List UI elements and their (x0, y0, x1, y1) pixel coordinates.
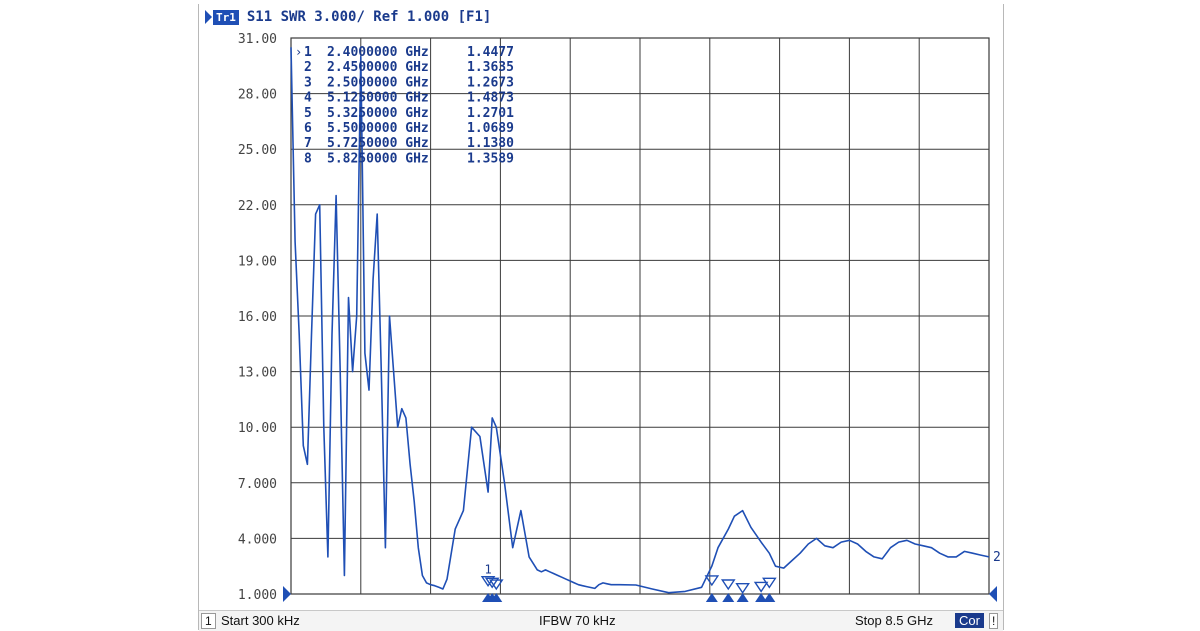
y-tick-label: 7.000 (238, 477, 277, 492)
marker-axis-indicator (763, 593, 776, 602)
marker-readout-index: 7 (304, 136, 312, 151)
marker-axis-indicator (736, 593, 749, 602)
marker-readout-value: 1.1380 (467, 136, 514, 151)
trace-header: Tr1 S11 SWR 3.000/ Ref 1.000 [F1] (205, 7, 491, 27)
y-tick-label: 25.00 (238, 143, 277, 158)
start-frequency[interactable]: Start 300 kHz (221, 613, 300, 628)
marker-readout-frequency: 5.8250000 GHz (327, 151, 429, 166)
y-tick-label: 1.000 (238, 588, 277, 603)
marker-readout-value: 1.3589 (467, 151, 514, 166)
trace-selector[interactable]: Tr1 (205, 9, 239, 25)
marker-triangle (735, 583, 750, 594)
marker-triangle (488, 579, 504, 591)
y-tick-label: 10.00 (238, 421, 277, 436)
marker-triangle (753, 581, 769, 593)
marker-readout-value: 1.0689 (467, 121, 514, 136)
marker-readout-value: 1.2701 (467, 106, 514, 121)
trace-label: Tr1 (213, 9, 239, 25)
correction-badge: Cor (955, 613, 984, 628)
stop-frequency[interactable]: Stop 8.5 GHz (855, 613, 934, 628)
marker-triangle (720, 579, 736, 591)
marker-readout-index: 6 (304, 121, 312, 136)
marker-readout-index: 3 (304, 75, 312, 90)
warning-indicator: ! (989, 613, 999, 629)
marker-triangle (762, 577, 777, 589)
y-tick-label: 4.000 (238, 532, 277, 547)
marker-readout-value: 1.3635 (467, 60, 514, 75)
active-trace-arrow-icon (205, 10, 212, 24)
marker-readout-frequency: 5.5000000 GHz (327, 121, 429, 136)
marker-readout-index: 5 (304, 106, 312, 121)
marker-triangle (484, 577, 500, 589)
marker-readout-frequency: 5.1250000 GHz (327, 91, 429, 106)
marker-readout-index: 4 (304, 91, 312, 106)
trace-end-label: 2 (993, 550, 1001, 565)
marker-readout-value: 1.4477 (467, 45, 514, 60)
y-tick-label: 13.00 (238, 366, 277, 381)
marker-number-label: 1 (484, 563, 491, 577)
y-tick-label: 31.00 (238, 32, 277, 47)
marker-readout-index: 2 (304, 60, 312, 75)
marker-triangle (704, 575, 720, 587)
marker-readout-frequency: 2.5000000 GHz (327, 75, 429, 90)
reference-level-arrow-left (283, 586, 291, 602)
ifbw-setting[interactable]: IFBW 70 kHz (539, 613, 616, 628)
y-tick-label: 22.00 (238, 199, 277, 214)
marker-readout-index: 1 (304, 45, 312, 60)
swr-trace-line (290, 47, 990, 594)
active-marker-indicator: › (295, 45, 302, 59)
y-tick-label: 16.00 (238, 310, 277, 325)
marker-readout-value: 1.4873 (467, 91, 514, 106)
channel-number[interactable]: 1 (201, 613, 216, 629)
swr-plot: 31.00 28.00 25.00 22.00 19.00 16.00 13.00 10.00… (238, 32, 1001, 603)
marker-axis-indicator (755, 593, 768, 602)
marker-readout-frequency: 2.4000000 GHz (327, 45, 429, 60)
y-tick-label: 28.00 (238, 88, 277, 103)
marker-axis-indicator (705, 593, 718, 602)
marker-axis-indicator (722, 593, 735, 602)
marker-readout-value: 1.2673 (467, 75, 514, 90)
trace-title: S11 SWR 3.000/ Ref 1.000 [F1] (246, 9, 492, 25)
marker-readout-frequency: 5.3250000 GHz (327, 106, 429, 121)
status-bar: 1 Start 300 kHz IFBW 70 kHz Stop 8.5 GHz… (199, 610, 1003, 631)
marker-axis-indicator (490, 593, 503, 602)
marker-readout-frequency: 2.4500000 GHz (327, 60, 429, 75)
network-analyzer-display: 31.00 28.00 25.00 22.00 19.00 16.00 13.00 10.00… (198, 4, 1004, 631)
marker-readout-frequency: 5.7250000 GHz (327, 136, 429, 151)
reference-level-arrow-right (989, 586, 997, 602)
y-tick-label: 19.00 (238, 254, 277, 269)
marker-readout-index: 8 (304, 151, 312, 166)
